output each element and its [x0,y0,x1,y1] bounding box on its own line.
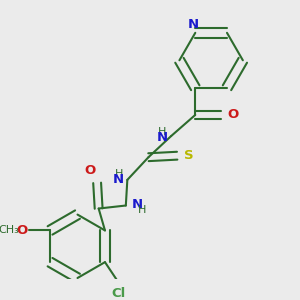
Text: H: H [158,128,166,137]
Text: O: O [16,224,27,237]
Text: N: N [113,173,124,186]
Text: N: N [188,18,199,31]
Text: O: O [228,108,239,122]
Text: S: S [184,149,194,162]
Text: N: N [131,198,142,212]
Text: CH₃: CH₃ [0,225,19,236]
Text: H: H [138,205,146,215]
Text: Cl: Cl [111,287,126,300]
Text: N: N [156,131,167,144]
Text: O: O [84,164,95,177]
Text: H: H [115,169,124,179]
